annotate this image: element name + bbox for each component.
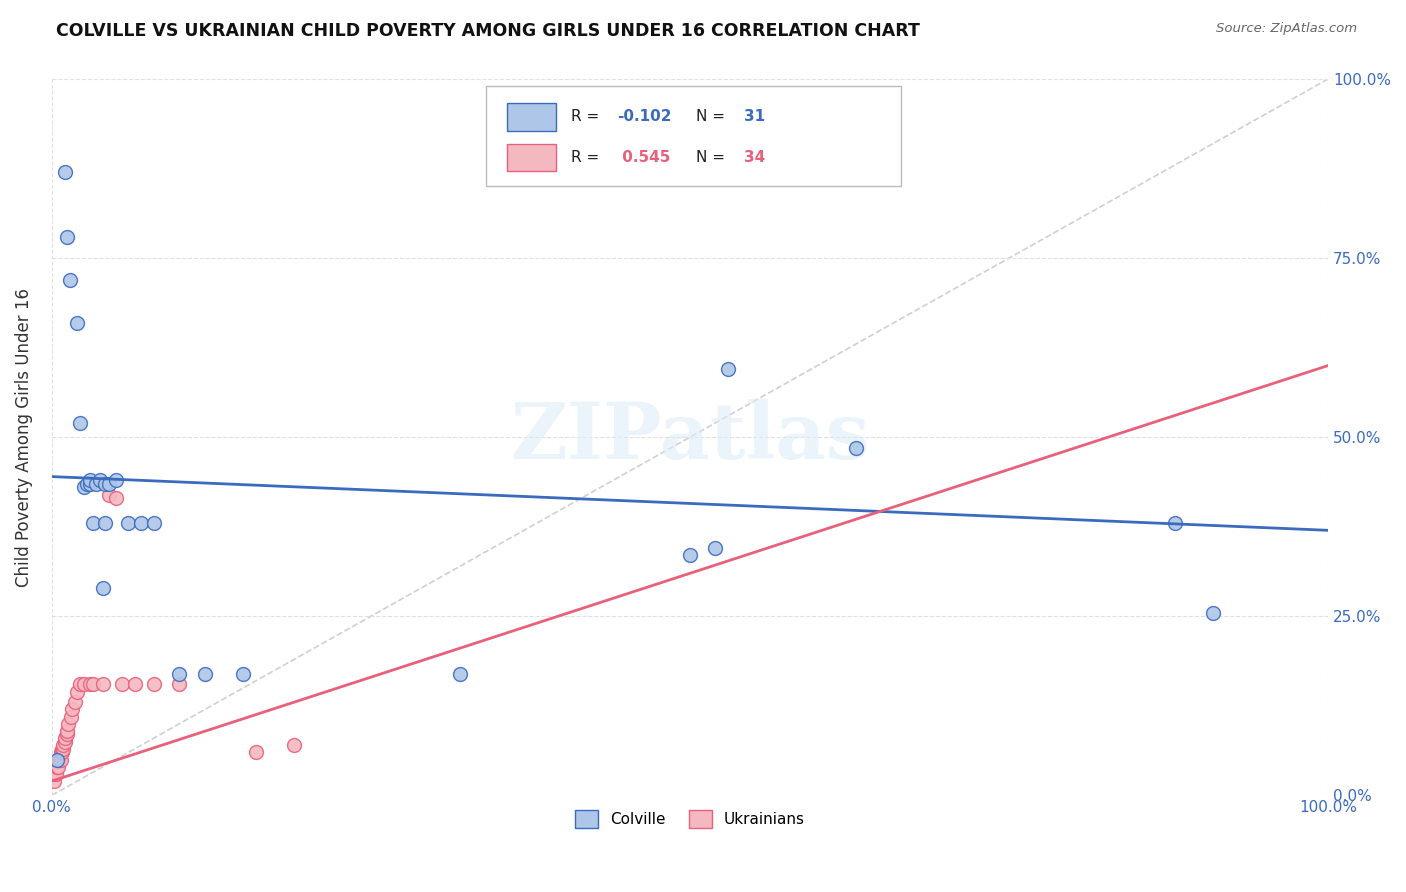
Text: Source: ZipAtlas.com: Source: ZipAtlas.com [1216,22,1357,36]
Point [194,666,217,681]
Point [82,677,104,691]
Point [63,695,86,709]
Point [58,716,80,731]
Point [48,753,70,767]
Point [89,473,111,487]
Point [1164,516,1187,530]
Point [76,476,98,491]
Text: R =: R = [571,150,605,165]
Point [52,738,75,752]
Point [94,476,117,491]
Point [73,480,96,494]
Point [91,581,114,595]
Point [56,727,79,741]
Point [129,516,152,530]
Point [56,229,79,244]
Point [73,677,96,691]
Point [91,677,114,691]
Point [142,516,165,530]
Point [66,316,89,330]
Text: COLVILLE VS UKRAINIAN CHILD POVERTY AMONG GIRLS UNDER 16 CORRELATION CHART: COLVILLE VS UKRAINIAN CHILD POVERTY AMON… [56,22,920,40]
Point [45,767,67,781]
Text: 0.545: 0.545 [617,150,671,165]
Point [1202,606,1225,620]
Point [44,774,66,789]
Point [232,666,254,681]
Point [59,272,82,286]
Text: -0.102: -0.102 [617,110,672,125]
Point [86,476,108,491]
Point [66,684,89,698]
Point [104,473,127,487]
Text: 34: 34 [744,150,765,165]
Point [45,753,67,767]
Point [717,362,740,376]
Point [104,491,127,505]
FancyBboxPatch shape [485,87,901,186]
Point [79,476,101,491]
Point [142,677,165,691]
Text: N =: N = [696,150,730,165]
Point [169,677,191,691]
Point [52,741,75,756]
Point [46,753,69,767]
Point [79,677,101,691]
Text: N =: N = [696,110,730,125]
Point [98,487,121,501]
Point [679,549,702,563]
Point [704,541,727,556]
Point [49,746,72,760]
Legend: Colville, Ukrainians: Colville, Ukrainians [569,804,811,834]
Point [46,760,69,774]
Text: 31: 31 [744,110,765,125]
Point [169,666,191,681]
Point [53,165,76,179]
Point [53,734,76,748]
Point [111,677,134,691]
Point [56,723,79,738]
FancyBboxPatch shape [508,103,555,130]
Point [51,746,73,760]
Point [124,677,146,691]
Point [245,746,267,760]
Point [449,666,471,681]
FancyBboxPatch shape [508,145,555,171]
Point [69,416,91,430]
Point [59,709,82,723]
Point [845,441,868,455]
Y-axis label: Child Poverty Among Girls Under 16: Child Poverty Among Girls Under 16 [15,288,32,587]
Point [283,738,305,752]
Point [60,702,83,716]
Point [79,473,101,487]
Text: ZIPatlas: ZIPatlas [510,400,870,475]
Point [82,516,104,530]
Text: R =: R = [571,110,605,125]
Point [45,760,67,774]
Point [69,677,91,691]
Point [98,476,121,491]
Point [53,731,76,745]
Point [49,753,72,767]
Point [51,741,73,756]
Point [117,516,139,530]
Point [94,516,117,530]
